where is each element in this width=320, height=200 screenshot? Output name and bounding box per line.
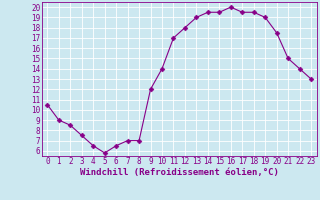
- X-axis label: Windchill (Refroidissement éolien,°C): Windchill (Refroidissement éolien,°C): [80, 168, 279, 177]
